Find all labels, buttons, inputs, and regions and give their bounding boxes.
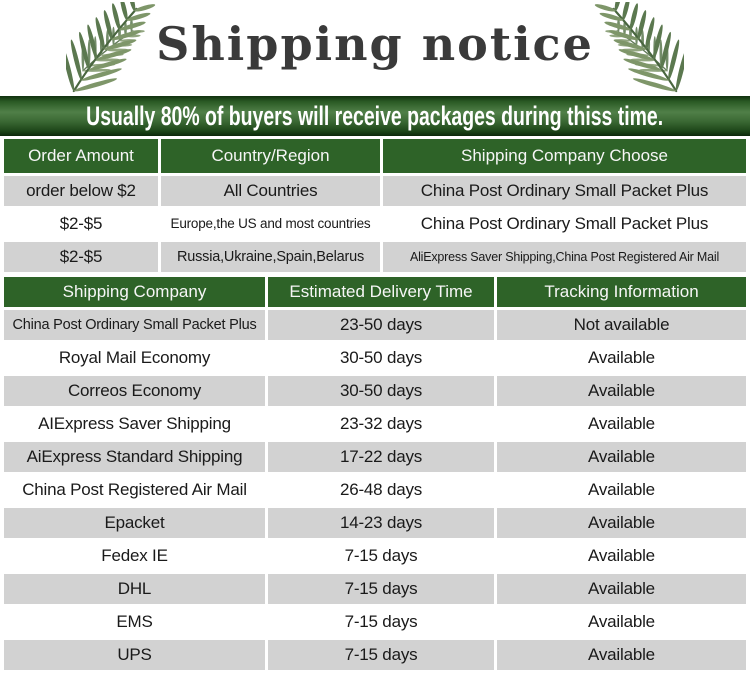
table-cell: $2-$5: [4, 209, 158, 239]
column-header-shipping-company: Shipping Company: [4, 277, 265, 307]
table-cell: China Post Ordinary Small Packet Plus: [4, 310, 265, 340]
table-cell: Fedex IE: [4, 541, 265, 571]
banner-text: Usually 80% of buyers will receive packa…: [86, 100, 664, 131]
banner: Usually 80% of buyers will receive packa…: [0, 96, 750, 136]
table-row: Royal Mail Economy 30-50 days Available: [4, 343, 746, 373]
table-row: $2-$5 Europe,the US and most countries C…: [4, 209, 746, 239]
table-cell: Not available: [497, 310, 746, 340]
table-row: China Post Ordinary Small Packet Plus 23…: [4, 310, 746, 340]
table-cell: China Post Registered Air Mail: [4, 475, 265, 505]
delivery-time-table: Shipping Company Estimated Delivery Time…: [4, 277, 746, 670]
table-row: Epacket 14-23 days Available: [4, 508, 746, 538]
table-cell: 14-23 days: [268, 508, 494, 538]
table-cell: 26-48 days: [268, 475, 494, 505]
table-cell: Available: [497, 607, 746, 637]
table-cell: 7-15 days: [268, 574, 494, 604]
table-cell: Available: [497, 541, 746, 571]
table-cell: China Post Ordinary Small Packet Plus: [383, 209, 746, 239]
table-row: DHL 7-15 days Available: [4, 574, 746, 604]
table-cell: Available: [497, 442, 746, 472]
table-header-row: Order Amount Country/Region Shipping Com…: [4, 139, 746, 173]
table-cell: Correos Economy: [4, 376, 265, 406]
table-cell: 23-32 days: [268, 409, 494, 439]
table-cell: Available: [497, 376, 746, 406]
table-cell: 17-22 days: [268, 442, 494, 472]
table-row: $2-$5 Russia,Ukraine,Spain,Belarus AliEx…: [4, 242, 746, 272]
table-cell: All Countries: [161, 176, 380, 206]
table-row: UPS 7-15 days Available: [4, 640, 746, 670]
table-cell: Available: [497, 343, 746, 373]
column-header-country-region: Country/Region: [161, 139, 380, 173]
table-cell: 7-15 days: [268, 607, 494, 637]
table-cell: Available: [497, 409, 746, 439]
table-cell: 7-15 days: [268, 640, 494, 670]
table-cell: 30-50 days: [268, 376, 494, 406]
table-row: Correos Economy 30-50 days Available: [4, 376, 746, 406]
order-amount-table: Order Amount Country/Region Shipping Com…: [4, 139, 746, 272]
page-header: Shipping notice: [0, 0, 750, 96]
table-cell: Available: [497, 508, 746, 538]
column-header-estimated-delivery-time: Estimated Delivery Time: [268, 277, 494, 307]
table-row: EMS 7-15 days Available: [4, 607, 746, 637]
table-cell: 7-15 days: [268, 541, 494, 571]
table-cell: Available: [497, 640, 746, 670]
column-header-tracking-information: Tracking Information: [497, 277, 746, 307]
table-header-row: Shipping Company Estimated Delivery Time…: [4, 277, 746, 307]
column-header-order-amount: Order Amount: [4, 139, 158, 173]
table-cell: 30-50 days: [268, 343, 494, 373]
fern-leaf-left-icon: [66, 2, 156, 93]
table-cell: Europe,the US and most countries: [161, 209, 380, 239]
table-cell: order below $2: [4, 176, 158, 206]
table-cell: Russia,Ukraine,Spain,Belarus: [161, 242, 380, 272]
table-cell: 23-50 days: [268, 310, 494, 340]
table-cell: UPS: [4, 640, 265, 670]
table-cell: AiExpress Standard Shipping: [4, 442, 265, 472]
table-row: Fedex IE 7-15 days Available: [4, 541, 746, 571]
table-cell: Epacket: [4, 508, 265, 538]
table-row: China Post Registered Air Mail 26-48 day…: [4, 475, 746, 505]
table-cell: China Post Ordinary Small Packet Plus: [383, 176, 746, 206]
page-title: Shipping notice: [156, 17, 594, 71]
table-cell: Available: [497, 574, 746, 604]
table-cell: AliExpress Saver Shipping,China Post Reg…: [383, 242, 746, 272]
table-row: AIExpress Saver Shipping 23-32 days Avai…: [4, 409, 746, 439]
table-cell: EMS: [4, 607, 265, 637]
table-row: AiExpress Standard Shipping 17-22 days A…: [4, 442, 746, 472]
table-cell: Available: [497, 475, 746, 505]
fern-leaf-right-icon: [594, 2, 684, 93]
table-cell: $2-$5: [4, 242, 158, 272]
column-header-shipping-company-choose: Shipping Company Choose: [383, 139, 746, 173]
table-cell: AIExpress Saver Shipping: [4, 409, 265, 439]
table-cell: Royal Mail Economy: [4, 343, 265, 373]
table-row: order below $2 All Countries China Post …: [4, 176, 746, 206]
table-cell: DHL: [4, 574, 265, 604]
